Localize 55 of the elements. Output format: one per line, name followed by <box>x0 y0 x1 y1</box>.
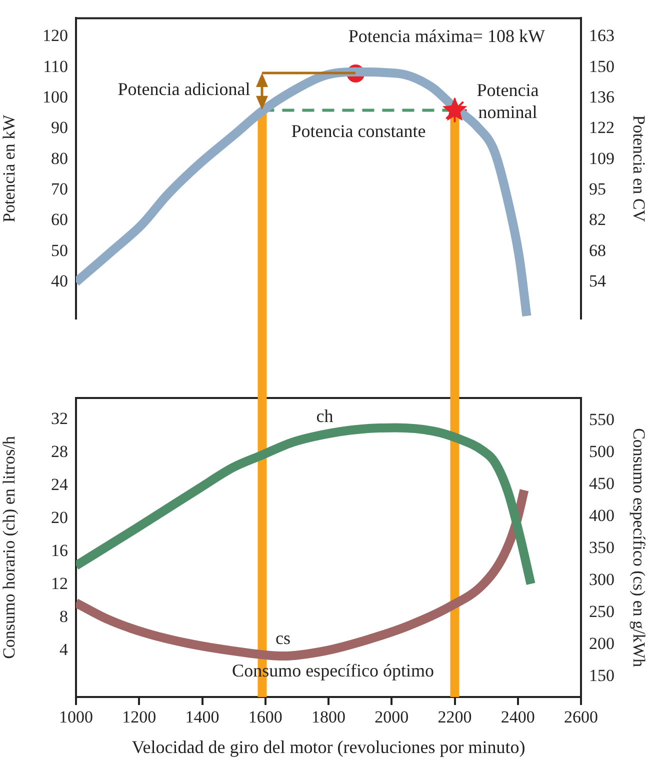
x-tick-label: 1600 <box>248 708 282 727</box>
y-axis-title: Potencia en kW <box>0 114 19 222</box>
x-tick-label: 1800 <box>312 708 346 727</box>
y2-tick-label: 68 <box>589 240 606 260</box>
y-tick-label: 120 <box>42 26 68 46</box>
y2-tick-label: 250 <box>589 602 614 621</box>
y2-tick-label: 500 <box>589 442 614 461</box>
series-label: cs <box>276 628 291 648</box>
y2-tick-label: 350 <box>589 538 614 557</box>
series-label: ch <box>316 406 334 426</box>
y-tick-label: 50 <box>51 240 68 260</box>
y2-tick-label: 200 <box>589 634 614 653</box>
x-tick-label: 2200 <box>438 708 472 727</box>
x-tick-label: 1200 <box>122 708 156 727</box>
x-tick-label: 2600 <box>564 708 598 727</box>
x-tick-label: 2000 <box>374 708 409 727</box>
y2-tick-label: 109 <box>589 148 614 168</box>
annotation: Potencia nominal <box>476 80 539 122</box>
y2-tick-label: 82 <box>589 210 606 230</box>
y-tick-label: 16 <box>51 541 68 560</box>
y2-tick-label: 550 <box>589 410 614 429</box>
y2-tick-label: 136 <box>589 87 614 106</box>
y2-tick-label: 95 <box>589 180 606 199</box>
y-tick-label: 28 <box>51 442 68 461</box>
y-tick-label: 40 <box>51 272 68 291</box>
y2-tick-label: 150 <box>589 56 614 76</box>
y-tick-label: 8 <box>60 607 68 626</box>
y2-tick-label: 400 <box>589 506 614 525</box>
y-tick-label: 110 <box>43 56 68 76</box>
y-tick-label: 100 <box>42 87 68 106</box>
y-tick-label: 80 <box>51 148 68 168</box>
y2-tick-label: 54 <box>589 272 606 291</box>
annotation: Potencia constante <box>291 121 426 142</box>
y-tick-label: 32 <box>51 408 68 428</box>
y-axis-title: Consumo horario (ch) en litros/h <box>0 436 19 659</box>
y2-axis-title: Consumo específico (cs) en g/kWh <box>629 428 648 668</box>
y2-tick-label: 450 <box>589 474 614 493</box>
x-axis-title: Velocidad de giro del motor (revoluciones por minuto) <box>132 736 526 757</box>
y2-tick-label: 150 <box>589 666 614 685</box>
y2-tick-label: 122 <box>589 118 614 138</box>
y-tick-label: 70 <box>51 180 68 199</box>
x-tick-label: 1400 <box>185 708 220 727</box>
y-tick-label: 4 <box>60 640 68 660</box>
y-tick-label: 12 <box>51 574 68 594</box>
y-tick-label: 20 <box>51 508 68 528</box>
y-tick-label: 24 <box>51 475 68 494</box>
y-tick-label: 60 <box>51 210 68 230</box>
x-tick-label: 1000 <box>59 708 93 727</box>
y-tick-label: 90 <box>51 118 68 138</box>
y2-axis-title: Potencia en CV <box>629 115 648 223</box>
annotation: Potencia máxima= 108 kW <box>348 26 545 46</box>
y2-tick-label: 300 <box>589 570 614 589</box>
x-tick-label: 2400 <box>500 708 535 727</box>
annotation: Potencia adicional <box>118 79 250 100</box>
y2-tick-label: 163 <box>589 26 614 46</box>
